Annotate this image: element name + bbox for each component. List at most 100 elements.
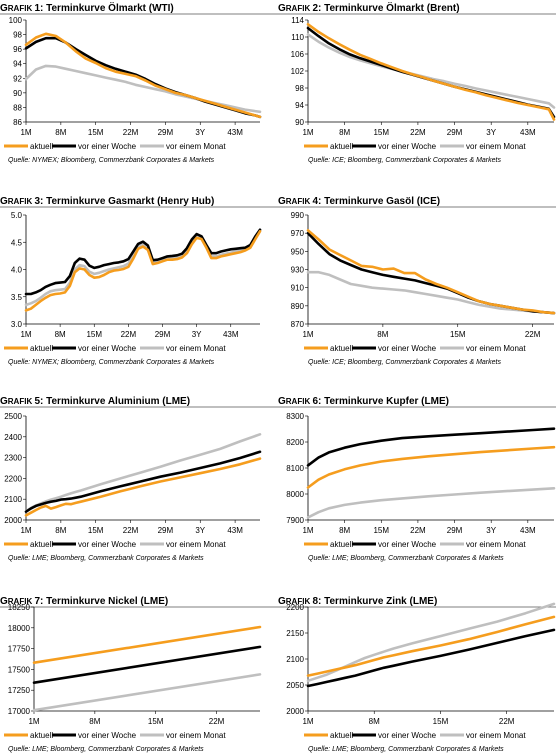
y-tick-label: 17000 <box>8 707 31 716</box>
x-tick-label: 43M <box>227 526 243 535</box>
chart-title-number: 3: <box>34 196 46 207</box>
x-tick-label: 15M <box>86 330 102 339</box>
chart-source: Quelle: LME; Bloomberg, Commerzbank Corp… <box>308 555 504 562</box>
legend-label-woche: vor einer Woche <box>378 142 437 151</box>
x-tick-label: 8M <box>55 526 66 535</box>
chart-title-number: 2: <box>312 3 324 14</box>
chart-source: Quelle: NYMEX; Bloomberg, Commerzbank Co… <box>8 359 215 366</box>
series-line-monat <box>24 64 262 114</box>
series-line-aktuell <box>32 625 262 664</box>
y-tick-label: 2100 <box>286 655 304 664</box>
y-tick-label: 88 <box>13 103 22 112</box>
series-line-monat <box>306 33 556 109</box>
x-tick-label: 8M <box>89 717 100 726</box>
chart-title: GRAFIK 5: Terminkurve Aluminium (LME) <box>0 396 190 407</box>
x-tick-label: 15M <box>88 128 104 137</box>
y-tick-label: 870 <box>291 320 305 329</box>
chart-panel-1: GRAFIK 1: Terminkurve Ölmarkt (WTI) 86 88 9… <box>0 0 278 189</box>
x-tick-label: 22M <box>123 128 139 137</box>
legend-label-aktuell: aktuell <box>330 142 353 151</box>
legend-label-woche: vor einer Woche <box>378 540 437 549</box>
y-tick-label: 950 <box>291 247 305 256</box>
x-tick-label: 3Y <box>486 128 496 137</box>
chart-title: GRAFIK 3: Terminkurve Gasmarkt (Henry Hu… <box>0 196 214 207</box>
x-tick-label: 29M <box>158 128 174 137</box>
legend-label-woche: vor einer Woche <box>78 540 137 549</box>
y-tick-label: 18000 <box>8 624 31 633</box>
x-tick-label: 22M <box>525 330 541 339</box>
chart-title-prefix-small: RAFIK <box>8 397 35 406</box>
x-tick-label: 1M <box>28 717 39 726</box>
y-tick-label: 114 <box>291 16 304 25</box>
legend-label-monat: vor einem Monat <box>466 142 526 151</box>
x-tick-label: 3Y <box>195 526 205 535</box>
x-tick-label: 15M <box>373 526 389 535</box>
x-tick-label: 29M <box>447 526 463 535</box>
y-tick-label: 8300 <box>286 412 304 421</box>
x-tick-label: 15M <box>88 526 104 535</box>
chart-svg-3: GRAFIK 3: Terminkurve Gasmarkt (Henry Hu… <box>0 196 278 366</box>
y-tick-label: 8200 <box>286 438 304 447</box>
y-tick-label: 86 <box>13 118 22 127</box>
series-line-woche <box>24 228 262 296</box>
chart-title-number: 5: <box>34 396 46 407</box>
series-line-aktuell <box>306 615 556 677</box>
x-tick-label: 22M <box>410 526 426 535</box>
x-tick-label: 8M <box>339 526 350 535</box>
y-tick-label: 2150 <box>286 629 304 638</box>
x-tick-label: 22M <box>499 717 515 726</box>
legend-label-monat: vor einem Monat <box>466 731 526 740</box>
y-tick-label: 92 <box>13 74 22 83</box>
y-tick-label: 3.0 <box>11 320 23 329</box>
y-tick-label: 2100 <box>4 495 22 504</box>
x-tick-label: 1M <box>20 128 31 137</box>
legend-label-woche: vor einer Woche <box>378 731 437 740</box>
x-tick-label: 43M <box>520 526 536 535</box>
x-tick-label: 8M <box>55 128 66 137</box>
y-tick-label: 17750 <box>8 645 31 654</box>
x-tick-label: 22M <box>123 526 139 535</box>
x-tick-label: 8M <box>369 717 380 726</box>
y-tick-label: 98 <box>13 31 22 40</box>
chart-source: Quelle: ICE; Bloomberg, Commerzbank Corp… <box>308 359 501 366</box>
chart-title: GRAFIK 8: Terminkurve Zink (LME) <box>278 596 437 607</box>
chart-svg-1: GRAFIK 1: Terminkurve Ölmarkt (WTI) 86 88 9… <box>0 1 278 164</box>
chart-title: GRAFIK 7: Terminkurve Nickel (LME) <box>0 596 168 607</box>
legend-label-aktuell: aktuell <box>330 344 353 353</box>
chart-title-prefix-small: RAFIK <box>286 397 313 406</box>
chart-title-number: 6: <box>312 396 324 407</box>
y-tick-label: 17500 <box>8 665 31 674</box>
chart-source: Quelle: ICE; Bloomberg, Commerzbank Corp… <box>308 157 501 164</box>
y-tick-label: 106 <box>291 50 305 59</box>
chart-panel-4: GRAFIK 4: Terminkurve Gasöl (ICE) 870 890 9… <box>278 189 556 378</box>
y-tick-label: 5.0 <box>11 211 23 220</box>
y-tick-label: 2200 <box>286 603 304 612</box>
x-tick-label: 15M <box>373 128 389 137</box>
legend-label-aktuell: aktuell <box>330 540 353 549</box>
x-tick-label: 8M <box>377 330 388 339</box>
y-tick-label: 94 <box>295 101 304 110</box>
y-tick-label: 910 <box>291 284 305 293</box>
y-tick-label: 7900 <box>286 516 304 525</box>
y-tick-label: 4.5 <box>11 238 23 247</box>
y-tick-label: 98 <box>295 84 304 93</box>
x-tick-label: 3Y <box>192 330 202 339</box>
legend-label-aktuell: aktuell <box>30 540 53 549</box>
series-line-monat <box>24 228 262 307</box>
y-tick-label: 4.0 <box>11 266 23 275</box>
x-tick-label: 29M <box>155 330 171 339</box>
legend-label-woche: vor einer Woche <box>378 344 437 353</box>
x-tick-label: 8M <box>339 128 350 137</box>
x-tick-label: 3Y <box>486 526 496 535</box>
x-tick-label: 15M <box>450 330 466 339</box>
chart-svg-5: GRAFIK 5: Terminkurve Aluminium (LME) 200… <box>0 396 278 562</box>
y-tick-label: 96 <box>13 45 22 54</box>
x-tick-label: 1M <box>302 330 313 339</box>
series-line-woche <box>306 628 556 688</box>
chart-title-prefix: G <box>278 196 286 207</box>
x-tick-label: 22M <box>410 128 426 137</box>
chart-title: GRAFIK 1: Terminkurve Ölmarkt (WTI) <box>0 1 174 14</box>
y-tick-label: 100 <box>9 16 23 25</box>
series-line-aktuell <box>306 445 556 489</box>
chart-title-prefix-small: RAFIK <box>286 4 313 13</box>
